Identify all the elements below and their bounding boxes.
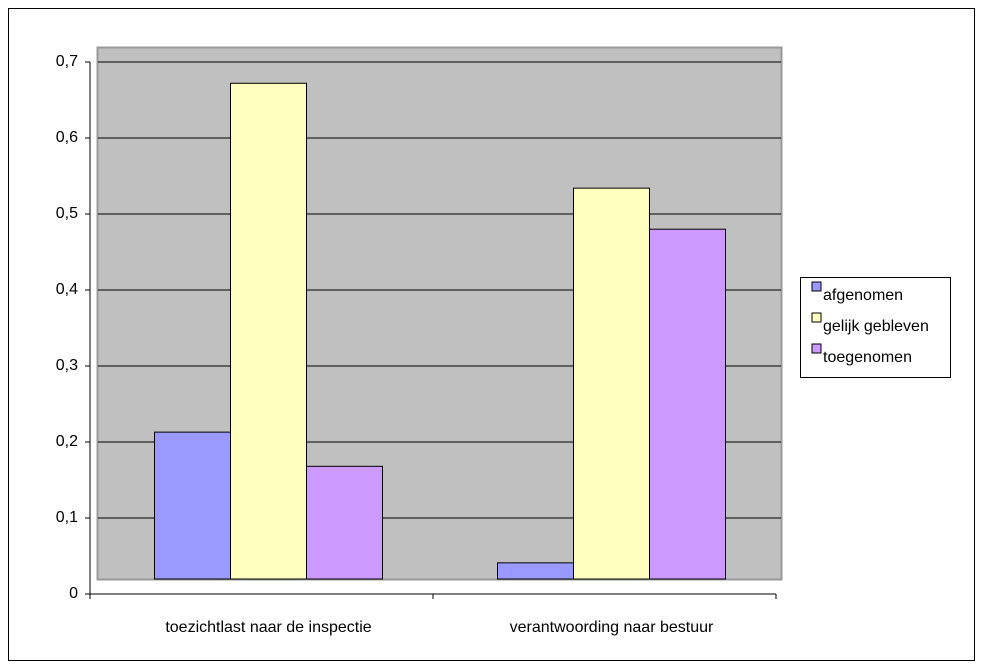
y-tick-label: 0,3 bbox=[56, 357, 78, 374]
y-tick-label: 0,1 bbox=[56, 509, 78, 526]
y-tick-label: 0,7 bbox=[56, 53, 78, 70]
legend-label: gelijk gebleven bbox=[823, 318, 929, 335]
y-tick-label: 0,2 bbox=[56, 433, 78, 450]
y-tick-label: 0,5 bbox=[56, 205, 78, 222]
legend-label: toegenomen bbox=[823, 349, 912, 366]
bar bbox=[649, 228, 726, 580]
y-tick-label: 0 bbox=[69, 585, 78, 602]
bar bbox=[497, 562, 574, 580]
legend-swatch bbox=[811, 281, 822, 292]
legend-swatch bbox=[811, 312, 822, 323]
bar bbox=[230, 82, 307, 580]
y-tick-label: 0,6 bbox=[56, 129, 78, 146]
y-tick-label: 0,4 bbox=[56, 281, 78, 298]
legend bbox=[800, 277, 951, 378]
legend-label: afgenomen bbox=[823, 287, 903, 304]
x-tick-label: verantwoording naar bestuur bbox=[510, 619, 714, 636]
bar bbox=[306, 465, 383, 580]
bar bbox=[573, 187, 650, 580]
bar bbox=[154, 431, 231, 580]
x-tick-label: toezichtlast naar de inspectie bbox=[165, 619, 371, 636]
legend-swatch bbox=[811, 343, 822, 354]
